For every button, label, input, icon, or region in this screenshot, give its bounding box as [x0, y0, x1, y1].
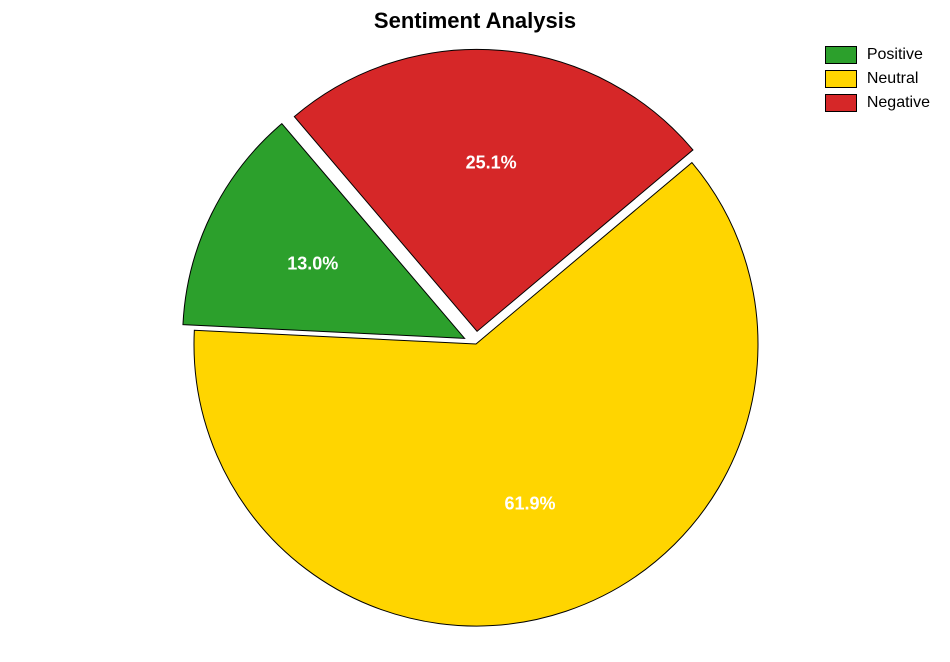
chart-container: Sentiment Analysis PositiveNeutralNegati… [0, 0, 950, 662]
legend-item-negative: Negative [825, 94, 930, 112]
legend-label-negative: Negative [867, 94, 930, 112]
legend-label-positive: Positive [867, 46, 923, 64]
legend-item-neutral: Neutral [825, 70, 930, 88]
slice-label-negative: 25.1% [466, 152, 517, 173]
pie-chart [0, 0, 950, 662]
legend: Positive Neutral Negative [825, 46, 930, 118]
legend-swatch-neutral [825, 70, 857, 88]
legend-label-neutral: Neutral [867, 70, 919, 88]
slice-label-positive: 13.0% [287, 253, 338, 274]
legend-swatch-negative [825, 94, 857, 112]
slice-label-neutral: 61.9% [504, 494, 555, 515]
legend-item-positive: Positive [825, 46, 930, 64]
legend-swatch-positive [825, 46, 857, 64]
